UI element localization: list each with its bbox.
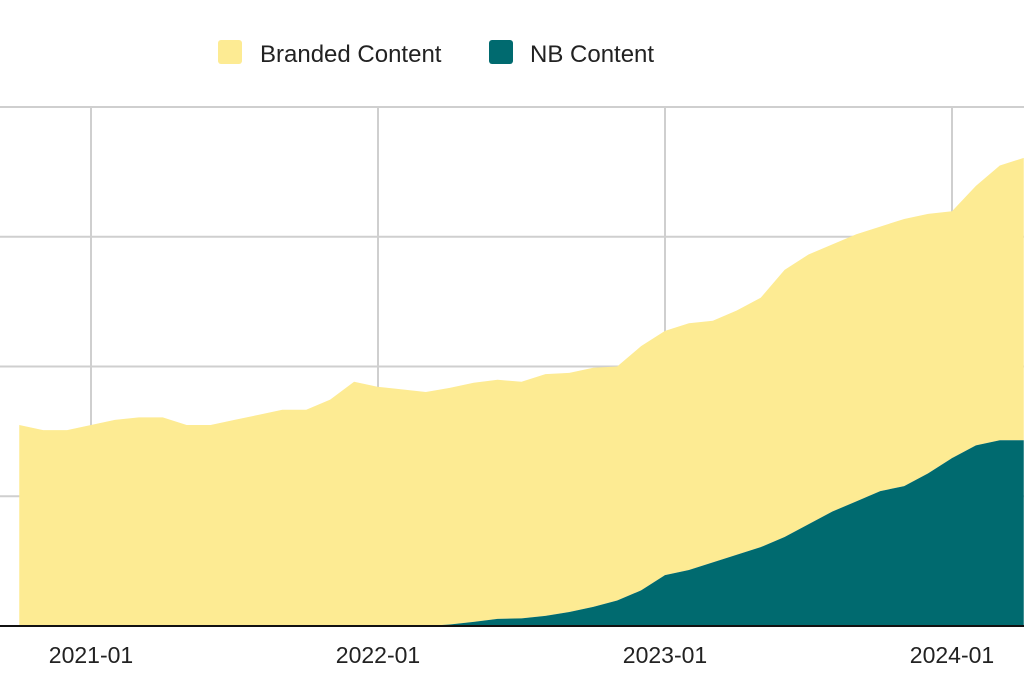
legend-swatch-branded-content [218, 40, 242, 64]
legend-label-nb-content: NB Content [530, 41, 654, 68]
x-axis-tick-label: 2024-01 [910, 642, 994, 668]
legend-item-branded-content: Branded Content [218, 40, 442, 68]
legend-label-branded-content: Branded Content [260, 41, 442, 68]
x-axis-tick-label: 2022-01 [336, 642, 420, 668]
chart-areas [19, 157, 1024, 626]
nb-content-area [19, 440, 1024, 626]
x-axis-tick-label: 2021-01 [49, 642, 133, 668]
x-axis-tick-labels: 2021-01 2022-01 2023-01 2024-01 [49, 642, 994, 668]
legend-item-nb-content: NB Content [489, 40, 654, 68]
x-axis-tick-label: 2023-01 [623, 642, 707, 668]
legend-swatch-nb-content [489, 40, 513, 64]
branded-content-area [19, 157, 1024, 626]
legend: Branded Content NB Content [218, 40, 654, 68]
